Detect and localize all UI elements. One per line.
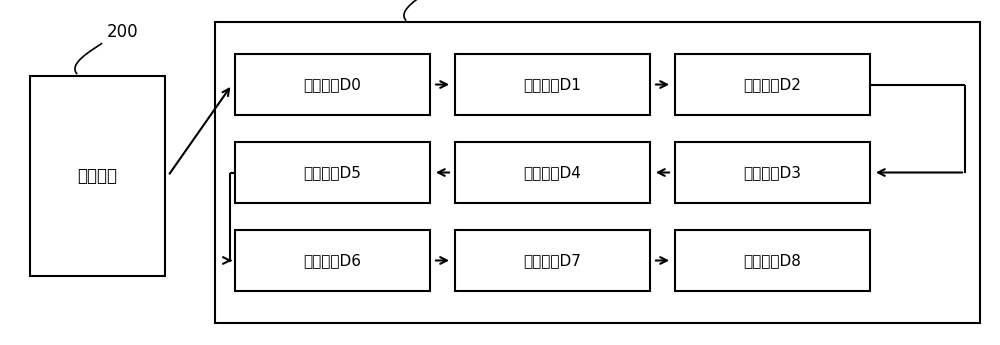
Text: 显示设备D2: 显示设备D2	[744, 77, 801, 92]
Text: 主机设备: 主机设备	[78, 167, 118, 185]
Bar	[675, 230, 870, 290]
Bar	[675, 54, 870, 115]
Text: 显示设备D4: 显示设备D4	[524, 165, 581, 180]
Text: 显示设备D3: 显示设备D3	[744, 165, 802, 180]
Text: 200: 200	[107, 23, 139, 41]
Bar	[30, 76, 165, 276]
Text: 显示设备D8: 显示设备D8	[744, 253, 801, 268]
Text: 显示设备D1: 显示设备D1	[524, 77, 581, 92]
Bar	[675, 142, 870, 203]
Bar	[235, 54, 430, 115]
Text: 显示设备D6: 显示设备D6	[304, 253, 362, 268]
Bar	[215, 22, 980, 323]
Bar	[455, 54, 650, 115]
Bar	[235, 142, 430, 203]
Bar	[455, 230, 650, 290]
Text: 显示设备D0: 显示设备D0	[304, 77, 361, 92]
Text: 显示设备D5: 显示设备D5	[304, 165, 361, 180]
Text: 显示设备D7: 显示设备D7	[524, 253, 581, 268]
Bar	[455, 142, 650, 203]
Bar	[235, 230, 430, 290]
